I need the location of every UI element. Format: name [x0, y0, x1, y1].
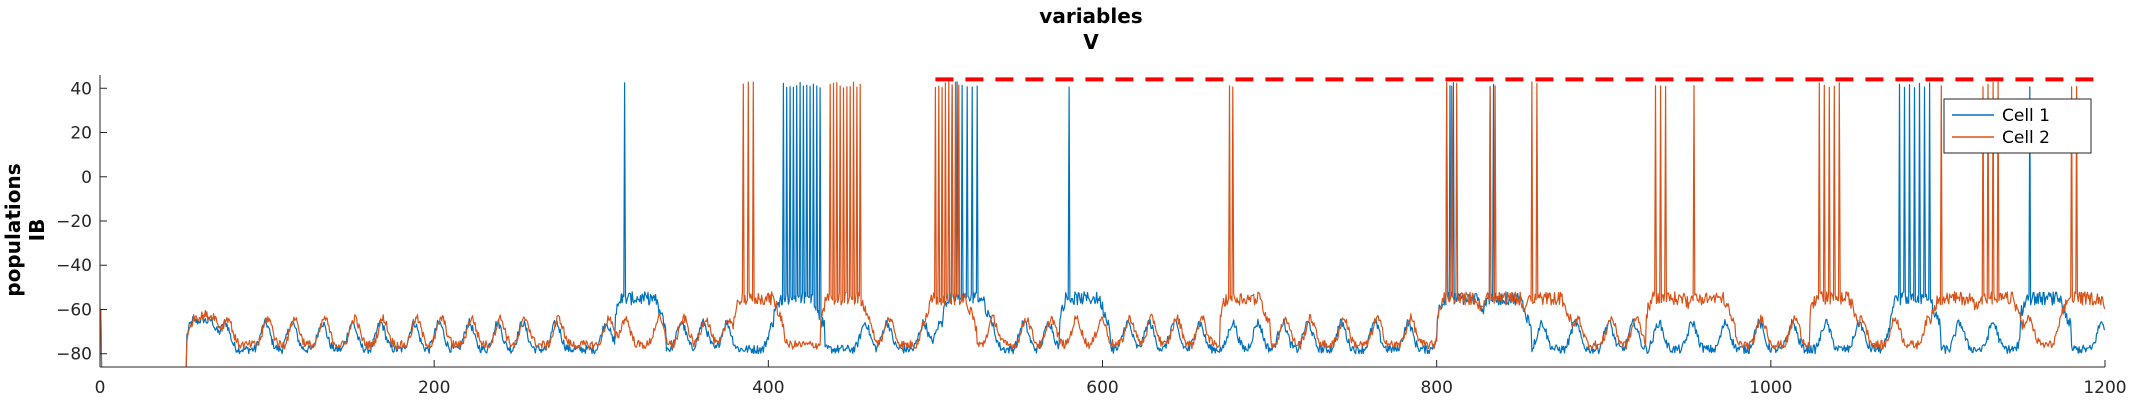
plot-area [100, 77, 2105, 367]
y-tick-label: −40 [56, 256, 92, 276]
chart-title-line1: variables [1039, 4, 1142, 28]
axes: 0 200 400 600 800 1000 1200 −80 −60 −40 −20 0 20 40 [56, 75, 2127, 398]
y-tick-label: 0 [81, 168, 92, 188]
y-tick-label: 40 [70, 79, 92, 99]
y-tick-label: −60 [56, 300, 92, 320]
y-axis-label: populations IB [1, 163, 49, 296]
legend-entry-label: Cell 1 [2002, 106, 2050, 126]
x-tick-label: 1000 [1749, 378, 1792, 398]
series-line-2 [100, 81, 2105, 367]
x-tick-label: 200 [418, 378, 450, 398]
legend-box [1943, 98, 2092, 154]
chart-title-line2: V [1083, 30, 1099, 54]
series-line-1 [100, 81, 2105, 367]
y-axis-label-line2: IB [25, 219, 49, 242]
x-tick-label: 400 [752, 378, 784, 398]
x-tick-label: 1200 [2083, 378, 2126, 398]
legend-entry-label: Cell 2 [2002, 128, 2050, 148]
y-tick-label: −20 [56, 212, 92, 232]
x-tick-label: 0 [95, 378, 106, 398]
x-tick-label: 800 [1420, 378, 1452, 398]
y-axis-label-line1: populations [1, 163, 25, 296]
y-tick-label: 20 [70, 124, 92, 144]
x-tick-label: 600 [1086, 378, 1118, 398]
y-tick-label: −80 [56, 345, 92, 365]
